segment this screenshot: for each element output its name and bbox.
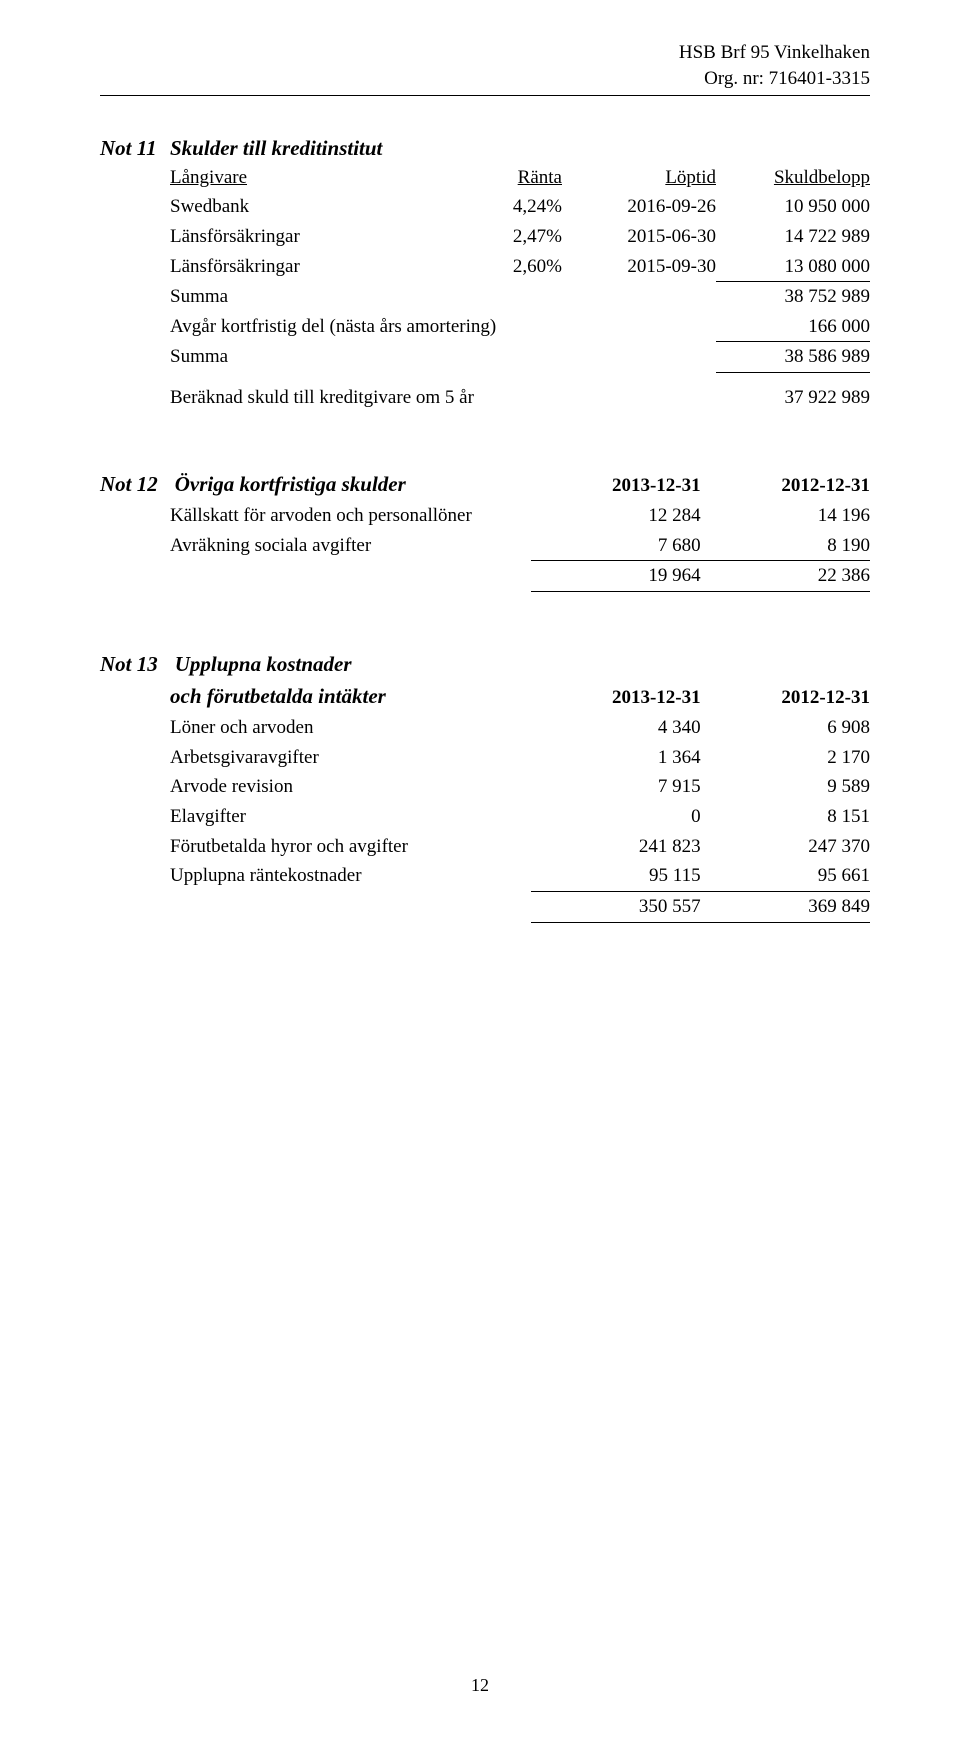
cell-a: 7 680 (531, 531, 700, 561)
cell-a: 7 915 (531, 772, 700, 802)
page-header: HSB Brf 95 Vinkelhaken Org. nr: 716401-3… (100, 40, 870, 91)
header-company: HSB Brf 95 Vinkelhaken (100, 40, 870, 66)
sum-a: 19 964 (531, 561, 700, 592)
note-11: Not 11 Skulder till kreditinstitut Långi… (100, 134, 870, 412)
sum-row: Summa 38 752 989 (170, 282, 870, 312)
cell-b: 9 589 (701, 772, 870, 802)
row-label: Elavgifter (100, 802, 531, 832)
cell-b: 95 661 (701, 861, 870, 891)
cell-lender: Länsförsäkringar (170, 252, 478, 282)
table-row: Arbetsgivaravgifter 1 364 2 170 (100, 743, 870, 773)
cell-amount: 13 080 000 (716, 252, 870, 282)
row-label: Förutbetalda hyror och avgifter (100, 832, 531, 862)
sum-row: 350 557 369 849 (100, 891, 870, 922)
sum2-value: 38 586 989 (716, 342, 870, 373)
col-rate: Ränta (478, 163, 562, 193)
cell-b: 8 151 (701, 802, 870, 832)
sum2-row: Summa 38 586 989 (170, 342, 870, 373)
cell-b: 8 190 (701, 531, 870, 561)
note-12-title: Övriga kortfristiga skulder (175, 472, 406, 496)
row-label: Upplupna räntekostnader (100, 861, 531, 891)
row-label: Källskatt för arvoden och personallöner (100, 501, 531, 531)
sum-row: 19 964 22 386 (100, 561, 870, 592)
cell-a: 241 823 (531, 832, 700, 862)
amort-row: Avgår kortfristig del (nästa års amorter… (170, 312, 870, 342)
cell-amount: 14 722 989 (716, 222, 870, 252)
cell-lender: Länsförsäkringar (170, 222, 478, 252)
header-rule (100, 95, 870, 96)
cell-a: 1 364 (531, 743, 700, 773)
note-13-title-2: och förutbetalda intäkter (170, 684, 386, 708)
col-2013: 2013-12-31 (531, 468, 700, 501)
cell-rate: 2,60% (478, 252, 562, 282)
note-13: Not 13 Upplupna kostnader och förutbetal… (100, 648, 870, 923)
col-lender: Långivare (170, 163, 478, 193)
sum-b: 22 386 (701, 561, 870, 592)
col-amount: Skuldbelopp (716, 163, 870, 193)
page: HSB Brf 95 Vinkelhaken Org. nr: 716401-3… (0, 0, 960, 1737)
note-13-title-1: Upplupna kostnader (175, 652, 352, 676)
note-13-label: Not 13 (100, 650, 170, 678)
col-2012: 2012-12-31 (701, 468, 870, 501)
calc-label: Beräknad skuld till kreditgivare om 5 år (170, 383, 716, 413)
cell-a: 0 (531, 802, 700, 832)
cell-term: 2015-06-30 (562, 222, 716, 252)
sum-a: 350 557 (531, 891, 700, 922)
page-number: 12 (0, 1673, 960, 1697)
amort-label: Avgår kortfristig del (nästa års amorter… (170, 312, 716, 342)
note-13-table: Not 13 Upplupna kostnader och förutbetal… (100, 648, 870, 923)
title-row-1: Not 13 Upplupna kostnader (100, 648, 870, 681)
calc-row: Beräknad skuld till kreditgivare om 5 år… (170, 383, 870, 413)
note-11-label: Not 11 (100, 134, 170, 162)
cell-a: 4 340 (531, 713, 700, 743)
cell-lender: Swedbank (170, 192, 478, 222)
table-header-row: Not 12 Övriga kortfristiga skulder 2013-… (100, 468, 870, 501)
table-header-row: och förutbetalda intäkter 2013-12-31 201… (100, 680, 870, 713)
note-12: Not 12 Övriga kortfristiga skulder 2013-… (100, 468, 870, 592)
cell-b: 14 196 (701, 501, 870, 531)
row-label: Avräkning sociala avgifter (100, 531, 531, 561)
amort-value: 166 000 (716, 312, 870, 342)
cell-rate: 2,47% (478, 222, 562, 252)
cell-rate: 4,24% (478, 192, 562, 222)
col-term: Löptid (562, 163, 716, 193)
table-row: Elavgifter 0 8 151 (100, 802, 870, 832)
table-row: Förutbetalda hyror och avgifter 241 823 … (100, 832, 870, 862)
table-row: Upplupna räntekostnader 95 115 95 661 (100, 861, 870, 891)
row-label: Arbetsgivaravgifter (100, 743, 531, 773)
note-11-title: Skulder till kreditinstitut (170, 134, 870, 162)
col-2012: 2012-12-31 (701, 680, 870, 713)
row-label: Arvode revision (100, 772, 531, 802)
table-header-row: Långivare Ränta Löptid Skuldbelopp (170, 163, 870, 193)
cell-term: 2016-09-26 (562, 192, 716, 222)
table-row: Länsförsäkringar 2,60% 2015-09-30 13 080… (170, 252, 870, 282)
table-row: Löner och arvoden 4 340 6 908 (100, 713, 870, 743)
sum2-label: Summa (170, 342, 478, 373)
table-row: Swedbank 4,24% 2016-09-26 10 950 000 (170, 192, 870, 222)
table-row: Källskatt för arvoden och personallöner … (100, 501, 870, 531)
cell-amount: 10 950 000 (716, 192, 870, 222)
cell-b: 6 908 (701, 713, 870, 743)
note-11-table: Långivare Ränta Löptid Skuldbelopp Swedb… (170, 163, 870, 413)
sum-label: Summa (170, 282, 478, 312)
table-row: Arvode revision 7 915 9 589 (100, 772, 870, 802)
cell-a: 12 284 (531, 501, 700, 531)
col-2013: 2013-12-31 (531, 680, 700, 713)
header-orgnr: Org. nr: 716401-3315 (100, 66, 870, 92)
sum-value: 38 752 989 (716, 282, 870, 312)
cell-a: 95 115 (531, 861, 700, 891)
note-12-table: Not 12 Övriga kortfristiga skulder 2013-… (100, 468, 870, 592)
sum-b: 369 849 (701, 891, 870, 922)
cell-b: 247 370 (701, 832, 870, 862)
cell-term: 2015-09-30 (562, 252, 716, 282)
cell-b: 2 170 (701, 743, 870, 773)
table-row: Länsförsäkringar 2,47% 2015-06-30 14 722… (170, 222, 870, 252)
calc-value: 37 922 989 (716, 383, 870, 413)
row-label: Löner och arvoden (100, 713, 531, 743)
note-12-label: Not 12 (100, 470, 170, 498)
table-row: Avräkning sociala avgifter 7 680 8 190 (100, 531, 870, 561)
